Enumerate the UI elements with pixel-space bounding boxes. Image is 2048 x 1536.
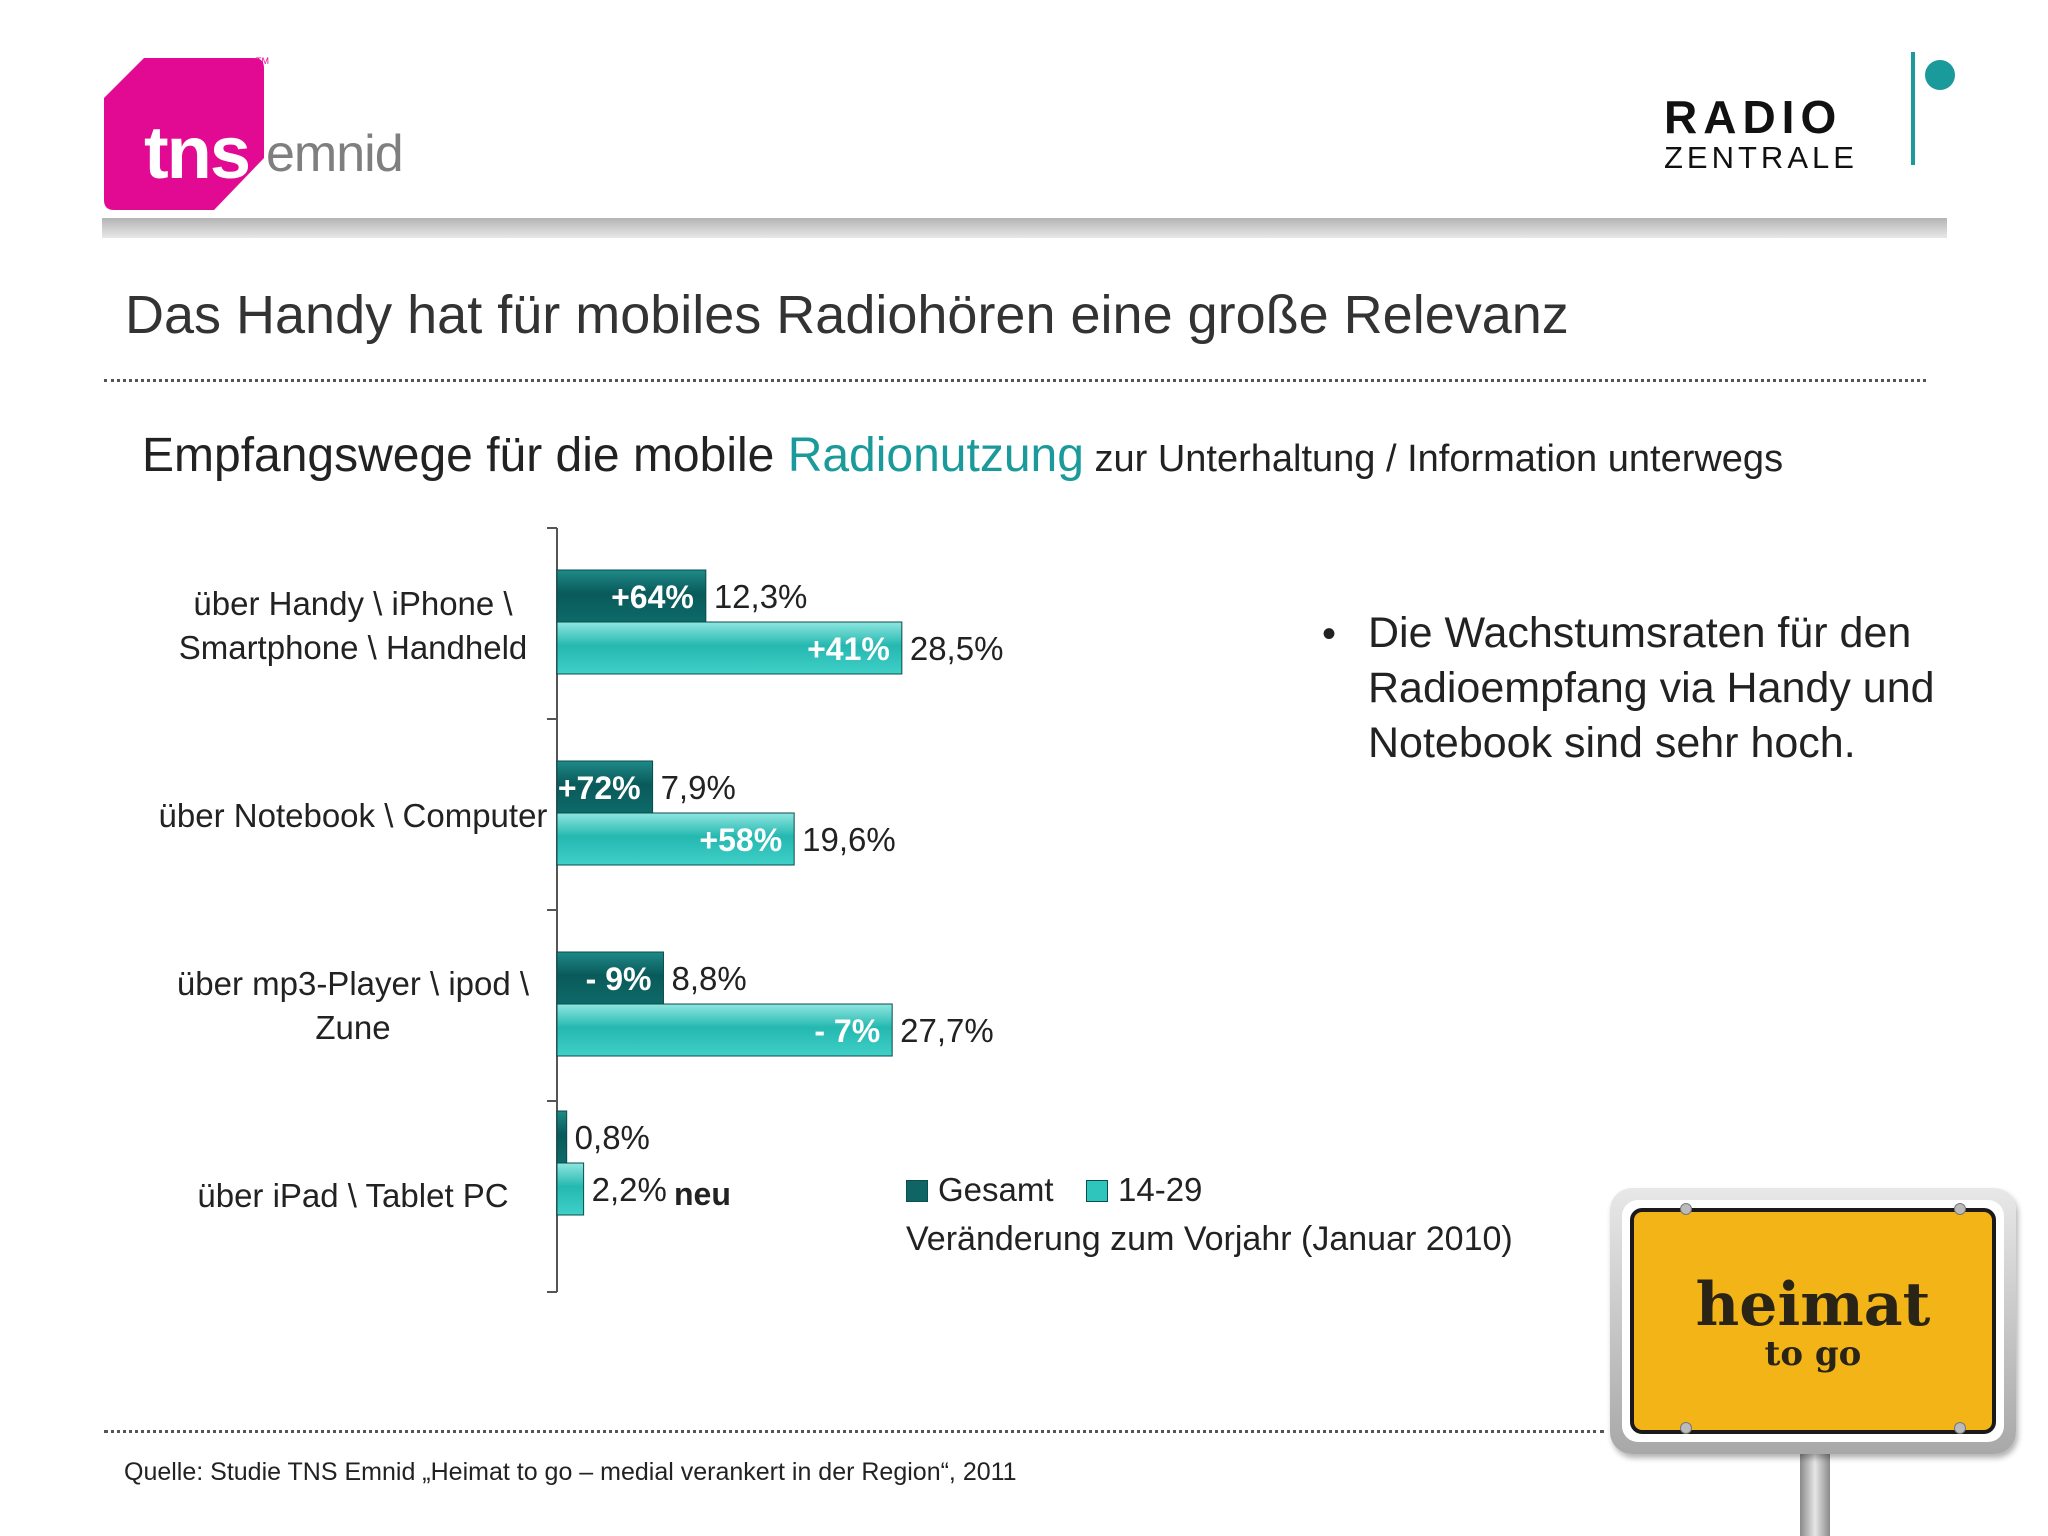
change-note: Veränderung zum Vorjahr (Januar 2010): [906, 1220, 1513, 1258]
tns-emnid-logo: tns: [104, 58, 264, 210]
bolt-icon: [1680, 1422, 1692, 1434]
subtitle-highlight: Radionutzung: [787, 429, 1084, 482]
bar-gesamt: [556, 760, 654, 814]
radiozentrale-logo-line: [1911, 52, 1915, 165]
new-label: neu: [674, 1176, 731, 1212]
subtitle-part-1: Empfangswege für die mobile: [142, 429, 788, 482]
category-label-handy: über Handy \ iPhone \ Smartphone \ Handh…: [138, 582, 568, 670]
category-label-mp3: über mp3-Player \ ipod \ Zune: [138, 962, 568, 1050]
sign-sub-text: to go: [1764, 1334, 1862, 1374]
bullet-marker: •: [1322, 612, 1337, 656]
radiozentrale-logo-radio: RADIO: [1664, 91, 1843, 143]
change-label: +72%: [558, 770, 641, 806]
bar-14-29: [556, 1162, 585, 1216]
legend-label-gesamt: Gesamt: [938, 1171, 1054, 1208]
change-label: +41%: [807, 631, 890, 667]
sign-main-text: heimat: [1695, 1270, 1931, 1340]
data-label: 8,8%: [671, 960, 746, 997]
chart-subtitle: Empfangswege für die mobile Radionutzung…: [142, 428, 1783, 483]
bar-gesamt: [556, 569, 707, 623]
legend-swatch-gesamt: [906, 1180, 928, 1202]
change-label: +58%: [699, 822, 782, 858]
category-label-line: über iPad \ Tablet PC: [197, 1177, 509, 1214]
footer-dotted-rule: [104, 1430, 1604, 1433]
bar-gesamt: [556, 1110, 568, 1164]
bar-14-29: [556, 1003, 893, 1057]
change-label: - 9%: [586, 961, 652, 997]
bolt-icon: [1954, 1203, 1966, 1215]
source-note: Quelle: Studie TNS Emnid „Heimat to go –…: [124, 1458, 1017, 1486]
category-label-ipad: über iPad \ Tablet PC: [138, 1174, 568, 1218]
bolt-icon: [1954, 1422, 1966, 1434]
bar-gesamt: [556, 951, 664, 1005]
category-label-line: Smartphone \ Handheld: [178, 629, 528, 666]
radiozentrale-logo-dot: [1925, 60, 1955, 90]
title-dotted-rule: [104, 379, 1926, 382]
emnid-logo-text: emnid: [266, 125, 404, 183]
category-label-notebook: über Notebook \ Computer: [138, 794, 568, 838]
category-label-line: über Notebook \ Computer: [158, 797, 548, 834]
data-label: 12,3%: [714, 578, 808, 615]
sign-pole: [1800, 1440, 1830, 1536]
change-label: - 7%: [814, 1013, 880, 1049]
data-label: 2,2%: [592, 1171, 667, 1208]
radiozentrale-logo-zentrale: ZENTRALE: [1664, 140, 1858, 175]
category-label-line: über Handy \ iPhone \: [193, 585, 513, 622]
change-label: +64%: [611, 579, 694, 615]
legend-swatch-14-29: [1086, 1180, 1108, 1202]
subtitle-part-3: zur Unterhaltung / Information unterwegs: [1083, 438, 1784, 480]
tns-logo-text: tns: [144, 111, 251, 194]
tns-trademark: TM: [256, 56, 269, 66]
bullet-text: Die Wachstumsraten für den Radioempfang …: [1368, 609, 1935, 767]
bar-14-29: [556, 812, 795, 866]
category-label-line: über mp3-Player \ ipod \: [176, 965, 530, 1002]
data-label: 19,6%: [802, 821, 896, 858]
slide-title: Das Handy hat für mobiles Radiohören ein…: [125, 285, 1569, 345]
town-sign-face: [1630, 1208, 1996, 1434]
bolt-icon: [1680, 1203, 1692, 1215]
data-label: 28,5%: [910, 630, 1004, 667]
category-label-line: Zune: [315, 1009, 391, 1046]
bar-14-29: [556, 621, 903, 675]
legend-label-14-29: 14-29: [1118, 1171, 1203, 1208]
data-label: 27,7%: [900, 1012, 994, 1049]
header-divider-bar: [102, 218, 1947, 238]
data-label: 0,8%: [575, 1119, 650, 1156]
data-label: 7,9%: [661, 769, 736, 806]
